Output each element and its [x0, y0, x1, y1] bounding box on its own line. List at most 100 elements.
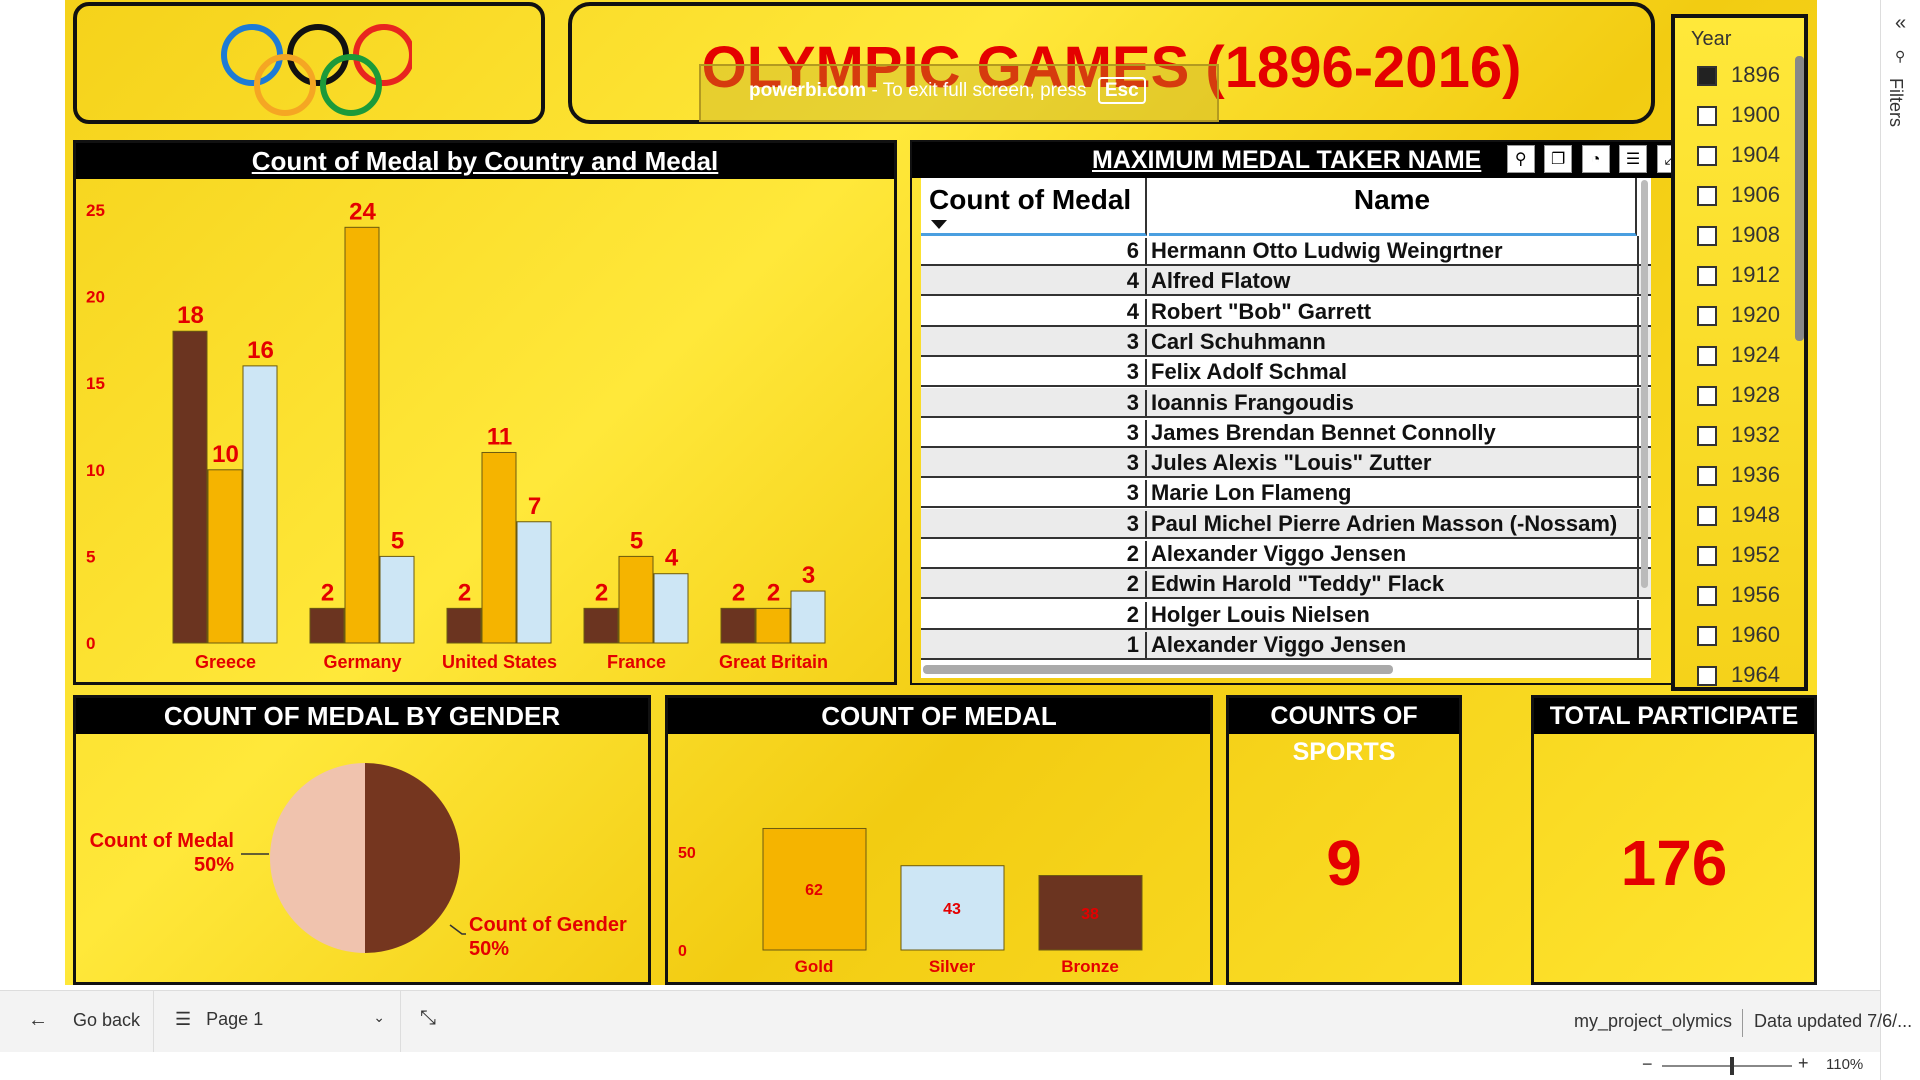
- bar[interactable]: [207, 469, 243, 644]
- zoom-out-icon[interactable]: −: [1642, 1054, 1653, 1074]
- bar[interactable]: [583, 607, 619, 644]
- bar-value-label: 16: [247, 337, 274, 364]
- pie-label-2: Count of Gender: [469, 914, 627, 936]
- bar-value-label: 4: [665, 545, 679, 572]
- bar[interactable]: [516, 521, 552, 644]
- year-label: 1908: [1731, 222, 1780, 247]
- checkbox-icon[interactable]: [1697, 306, 1717, 326]
- checkbox-icon[interactable]: [1697, 226, 1717, 246]
- pin-icon[interactable]: ⚲: [1506, 145, 1535, 173]
- bar[interactable]: [755, 607, 791, 644]
- divider: [1742, 1009, 1743, 1037]
- table-row[interactable]: 3 Marie Lon Flameng: [921, 478, 1651, 509]
- y-tick-label: 10: [86, 461, 105, 480]
- checkbox-icon[interactable]: [1697, 546, 1717, 566]
- medal-taker-table-panel[interactable]: MAXIMUM MEDAL TAKER NAME ⚲ ❐ ◔ ☰ ⤢ ⋯: [910, 140, 1728, 685]
- table-row[interactable]: 2 Edwin Harold "Teddy" Flack: [921, 569, 1651, 600]
- checkbox-icon[interactable]: [1697, 466, 1717, 486]
- table-row[interactable]: 3 Felix Adolf Schmal: [921, 357, 1651, 388]
- table-v-scrollbar[interactable]: [1641, 180, 1648, 588]
- col-header-name[interactable]: Name: [1149, 178, 1637, 236]
- checkbox-icon[interactable]: [1697, 586, 1717, 606]
- bar[interactable]: [242, 365, 278, 644]
- country-medal-chart-panel[interactable]: Count of Medal by Country and Medal 0 5 10…: [73, 140, 897, 685]
- go-back-button[interactable]: ← Go back: [28, 1009, 140, 1035]
- sports-count-card[interactable]: COUNTS OF SPORTS 9: [1226, 695, 1462, 985]
- zoom-slider[interactable]: [1662, 1057, 1792, 1075]
- table-row[interactable]: 2 Alexander Viggo Jensen: [921, 539, 1651, 569]
- table-row[interactable]: 3 Ioannis Frangoudis: [921, 387, 1651, 418]
- table-row[interactable]: 3 Paul Michel Pierre Adrien Masson (-Noss…: [921, 508, 1651, 539]
- bar[interactable]: [481, 451, 517, 644]
- cell-name: Felix Adolf Schmal: [1151, 359, 1348, 385]
- checkbox-icon[interactable]: [1697, 506, 1717, 526]
- cell-divider: [1637, 266, 1639, 297]
- participants-card[interactable]: TOTAL PARTICIPATE 176: [1531, 695, 1817, 985]
- filter-icon[interactable]: ☰: [1619, 145, 1648, 173]
- bar[interactable]: [172, 330, 208, 644]
- medal-taker-table: Count of Medal Name 6 Hermann Otto Ludwig…: [921, 178, 1651, 678]
- bar[interactable]: [309, 607, 345, 644]
- cell-count: 2: [921, 541, 1147, 569]
- table-row[interactable]: 1 Alexander Viggo Jensen: [921, 629, 1651, 660]
- table-row[interactable]: 3 James Brendan Bennet Connolly: [921, 417, 1651, 448]
- bar[interactable]: [344, 226, 380, 644]
- bar[interactable]: [653, 573, 689, 644]
- medal-bar[interactable]: [900, 865, 1005, 951]
- medal-count-panel[interactable]: COUNT OF MEDAL 0 50 62 Gold 43 Silver 38 Bronze: [665, 695, 1213, 985]
- checkbox-icon[interactable]: [1697, 266, 1717, 286]
- checkbox-icon[interactable]: [1697, 346, 1717, 366]
- bar[interactable]: [618, 555, 654, 644]
- bell-icon[interactable]: ◔: [1581, 145, 1610, 173]
- table-row[interactable]: 4 Alfred Flatow: [921, 266, 1651, 297]
- table-row[interactable]: 3 Carl Schuhmann: [921, 326, 1651, 357]
- checkbox-icon[interactable]: [1697, 666, 1717, 686]
- bar[interactable]: [446, 607, 482, 644]
- medal-header: COUNT OF MEDAL: [668, 698, 1210, 734]
- table-row[interactable]: 3 Jules Alexis "Louis" Zutter: [921, 448, 1651, 479]
- bar[interactable]: [379, 555, 415, 644]
- y-tick-label: 50: [678, 845, 696, 862]
- cell-count: 3: [921, 419, 1147, 448]
- bar[interactable]: [720, 607, 756, 644]
- cell-name: Robert "Bob" Garrett: [1151, 298, 1372, 324]
- col-header-count[interactable]: Count of Medal: [921, 178, 1147, 236]
- slicer-scrollbar[interactable]: [1795, 56, 1804, 341]
- pie-pct-1: 50%: [194, 854, 234, 876]
- toast-message: To exit full screen, press: [882, 80, 1087, 101]
- y-tick-label: 15: [86, 374, 105, 393]
- checkbox-icon[interactable]: [1697, 106, 1717, 126]
- year-label: 1956: [1731, 582, 1780, 607]
- filters-label[interactable]: Filters: [1886, 78, 1906, 127]
- copy-icon[interactable]: ❐: [1544, 145, 1573, 173]
- medal-bar[interactable]: [1038, 875, 1143, 951]
- exit-fullscreen-icon[interactable]: ⤡: [420, 1007, 436, 1029]
- toast-site: powerbi.com: [749, 80, 867, 101]
- checkbox-icon[interactable]: [1697, 426, 1717, 446]
- table-h-scrollbar[interactable]: [923, 665, 1393, 674]
- gender-medal-panel[interactable]: COUNT OF MEDAL BY GENDER Count of Medal …: [73, 695, 651, 985]
- year-slicer-panel[interactable]: Year 1896 1900 1904 1906 1908 1912 1920 1924 192…: [1671, 14, 1808, 691]
- checkbox-icon[interactable]: [1697, 146, 1717, 166]
- page-selector[interactable]: ☰ Page 1 ⌄: [175, 1009, 385, 1035]
- medal-count-bar-chart: 0 50 62 Gold 43 Silver 38 Bronze: [678, 827, 1143, 976]
- checkbox-icon[interactable]: [1697, 386, 1717, 406]
- checkbox-icon[interactable]: [1697, 626, 1717, 646]
- cell-name: Alfred Flatow: [1151, 268, 1291, 294]
- zoom-in-icon[interactable]: +: [1798, 1053, 1809, 1073]
- zoom-slider-thumb[interactable]: [1730, 1057, 1734, 1075]
- bar[interactable]: [790, 590, 826, 644]
- checkbox-icon[interactable]: [1697, 66, 1717, 86]
- table-row[interactable]: 6 Hermann Otto Ludwig Weingrtner: [921, 236, 1651, 266]
- x-category-label: United States: [442, 652, 557, 672]
- filters-pane-collapsed[interactable]: « ⚲ Filters: [1880, 0, 1920, 1080]
- year-label: 1948: [1731, 502, 1780, 527]
- table-row[interactable]: 2 Holger Louis Nielsen: [921, 599, 1651, 630]
- checkbox-icon[interactable]: [1697, 186, 1717, 206]
- expand-filters-icon[interactable]: «: [1895, 12, 1907, 34]
- x-category-label: Greece: [195, 652, 256, 672]
- bar-value-label: 5: [630, 527, 643, 554]
- medal-bar[interactable]: [762, 827, 867, 951]
- cell-name: Alexander Viggo Jensen: [1151, 541, 1407, 566]
- table-row[interactable]: 4 Robert "Bob" Garrett: [921, 296, 1651, 327]
